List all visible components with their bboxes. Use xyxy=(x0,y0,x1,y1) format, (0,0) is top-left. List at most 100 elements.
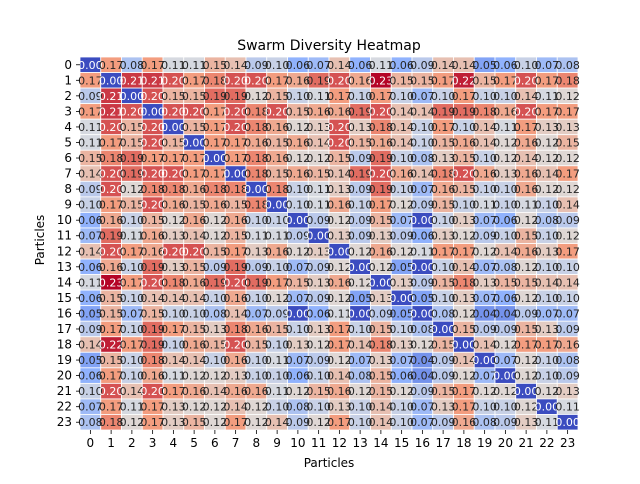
cell-value-label: 0.16 xyxy=(286,168,311,181)
cell-value-label: 0.14 xyxy=(389,121,414,134)
cell-value-label: 0.20 xyxy=(140,136,165,149)
cell-value-label: 0.17 xyxy=(493,74,518,87)
cell-value-label: 0.15 xyxy=(348,136,373,149)
cell-value-label: 0.13 xyxy=(452,292,477,305)
cell-value-label: 0.07 xyxy=(78,230,103,243)
cell-value-label: 0.09 xyxy=(493,416,518,429)
cell-value-label: 0.06 xyxy=(493,214,518,227)
cell-value-label: 0.12 xyxy=(265,292,290,305)
cell-value-label: 0.05 xyxy=(389,261,414,274)
cell-value-label: 0.18 xyxy=(161,276,186,289)
cell-value-label: 0.14 xyxy=(514,90,539,103)
cell-value-label: 0.13 xyxy=(327,401,352,414)
cell-value-label: 0.15 xyxy=(389,74,414,87)
cell-value-label: 0.12 xyxy=(182,401,207,414)
cell-value-label: 0.17 xyxy=(369,199,394,212)
cell-value-label: 0.10 xyxy=(535,230,560,243)
y-tick-label: 22 xyxy=(57,400,72,414)
cell-value-label: 0.11 xyxy=(265,230,290,243)
x-tick-label: 4 xyxy=(170,436,178,450)
cell-value-label: 0.20 xyxy=(369,105,394,118)
cell-value-label: 0.14 xyxy=(472,339,497,352)
cell-value-label: 0.17 xyxy=(161,385,186,398)
cell-value-label: 0.13 xyxy=(535,121,560,134)
cell-value-label: 0.10 xyxy=(555,261,580,274)
cell-value-label: 0.06 xyxy=(493,292,518,305)
cell-value-label: 0.10 xyxy=(535,292,560,305)
cell-value-label: 0.09 xyxy=(410,199,435,212)
cell-value-label: 0.00 xyxy=(410,214,435,227)
cell-value-label: 0.20 xyxy=(99,121,124,134)
cell-value-label: 0.10 xyxy=(120,292,145,305)
cell-value-label: 0.06 xyxy=(389,59,414,72)
cell-value-label: 0.07 xyxy=(286,261,311,274)
cell-value-label: 0.17 xyxy=(555,105,580,118)
cell-value-label: 0.00 xyxy=(389,292,414,305)
cell-value-label: 0.15 xyxy=(452,323,477,336)
cell-value-label: 0.12 xyxy=(182,370,207,383)
cell-value-label: 0.00 xyxy=(286,214,311,227)
cell-value-label: 0.15 xyxy=(120,136,145,149)
cell-value-label: 0.16 xyxy=(223,292,248,305)
cell-value-label: 0.16 xyxy=(514,136,539,149)
cell-value-label: 0.19 xyxy=(348,105,373,118)
cell-value-label: 0.09 xyxy=(348,230,373,243)
cell-value-label: 0.18 xyxy=(244,105,269,118)
cell-value-label: 0.07 xyxy=(389,214,414,227)
cell-value-label: 0.19 xyxy=(120,168,145,181)
cell-value-label: 0.13 xyxy=(161,401,186,414)
cell-value-label: 0.21 xyxy=(120,74,145,87)
cell-value-label: 0.16 xyxy=(182,183,207,196)
cell-value-label: 0.10 xyxy=(348,323,373,336)
cell-value-label: 0.16 xyxy=(140,230,165,243)
cell-value-label: 0.13 xyxy=(555,385,580,398)
cell-value-label: 0.17 xyxy=(140,416,165,429)
cell-value-label: 0.17 xyxy=(140,401,165,414)
cell-value-label: 0.17 xyxy=(452,245,477,258)
cell-value-label: 0.11 xyxy=(410,245,435,258)
cell-value-label: 0.10 xyxy=(431,214,456,227)
cell-value-label: 0.00 xyxy=(327,245,352,258)
cell-value-label: 0.19 xyxy=(452,105,477,118)
cell-value-label: 0.10 xyxy=(389,152,414,165)
cell-value-label: 0.11 xyxy=(535,90,560,103)
cell-value-label: 0.10 xyxy=(265,214,290,227)
cell-value-label: 0.17 xyxy=(555,168,580,181)
cell-value-label: 0.15 xyxy=(431,385,456,398)
cell-value-label: 0.13 xyxy=(431,152,456,165)
cell-value-label: 0.15 xyxy=(203,245,228,258)
cell-value-label: 0.15 xyxy=(78,152,103,165)
cell-value-label: 0.15 xyxy=(286,105,311,118)
cell-value-label: 0.14 xyxy=(472,121,497,134)
cell-value-label: 0.11 xyxy=(306,183,331,196)
cell-value-label: 0.14 xyxy=(369,401,394,414)
x-tick-label: 14 xyxy=(373,436,388,450)
cell-value-label: 0.17 xyxy=(223,416,248,429)
cell-value-label: 0.08 xyxy=(431,307,456,320)
cell-value-label: 0.00 xyxy=(161,121,186,134)
cell-value-label: 0.20 xyxy=(140,385,165,398)
cell-value-label: 0.00 xyxy=(120,90,145,103)
cell-value-label: 0.07 xyxy=(78,401,103,414)
cell-value-label: 0.17 xyxy=(140,152,165,165)
cell-value-label: 0.14 xyxy=(265,416,290,429)
cell-value-label: 0.12 xyxy=(286,385,311,398)
cell-value-label: 0.16 xyxy=(244,136,269,149)
cell-value-label: 0.11 xyxy=(472,199,497,212)
cell-value-label: 0.10 xyxy=(535,261,560,274)
cell-value-label: 0.16 xyxy=(265,121,290,134)
y-tick-label: 13 xyxy=(57,260,72,274)
cell-value-label: 0.10 xyxy=(555,292,580,305)
x-tick-label: 0 xyxy=(87,436,95,450)
cell-value-label: 0.19 xyxy=(348,168,373,181)
cell-value-label: 0.15 xyxy=(514,230,539,243)
cell-value-label: 0.14 xyxy=(182,230,207,243)
cell-value-label: 0.15 xyxy=(431,339,456,352)
cell-value-label: 0.19 xyxy=(369,183,394,196)
cell-value-label: 0.17 xyxy=(161,152,186,165)
cell-value-label: 0.12 xyxy=(203,416,228,429)
cell-value-label: 0.09 xyxy=(265,307,290,320)
cell-value-label: 0.10 xyxy=(535,370,560,383)
cell-value-label: 0.17 xyxy=(431,74,456,87)
